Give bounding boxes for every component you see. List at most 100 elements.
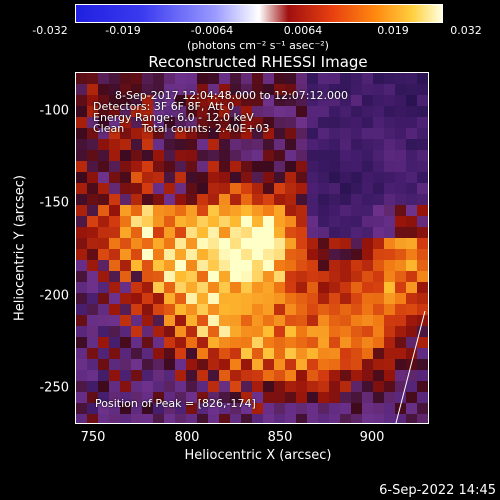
image-pixel	[340, 227, 351, 238]
image-pixel	[197, 227, 208, 238]
image-pixel	[274, 381, 285, 392]
image-pixel	[395, 271, 406, 282]
image-pixel	[197, 84, 208, 95]
image-pixel	[98, 359, 109, 370]
image-pixel	[109, 161, 120, 172]
image-pixel	[98, 183, 109, 194]
image-pixel	[406, 161, 417, 172]
image-pixel	[329, 227, 340, 238]
image-pixel	[219, 271, 230, 282]
image-pixel	[307, 150, 318, 161]
image-pixel	[417, 139, 428, 150]
image-pixel	[109, 282, 120, 293]
image-pixel	[109, 304, 120, 315]
y-axis-label: Heliocentric Y (arcsec)	[12, 175, 28, 321]
image-pixel	[142, 150, 153, 161]
y-tick: -100	[39, 103, 69, 119]
x-tick: 850	[267, 430, 293, 445]
image-pixel	[219, 392, 230, 403]
image-pixel	[175, 216, 186, 227]
image-pixel	[109, 271, 120, 282]
image-pixel	[131, 106, 142, 117]
image-pixel	[142, 271, 153, 282]
image-pixel	[208, 271, 219, 282]
image-pixel	[263, 315, 274, 326]
image-pixel	[153, 414, 164, 423]
image-pixel	[417, 172, 428, 183]
image-pixel	[340, 139, 351, 150]
image-pixel	[296, 315, 307, 326]
image-pixel	[274, 128, 285, 139]
image-pixel	[230, 238, 241, 249]
image-pixel	[417, 381, 428, 392]
image-pixel	[131, 238, 142, 249]
image-pixel	[263, 293, 274, 304]
image-pixel	[329, 73, 340, 84]
image-pixel	[362, 139, 373, 150]
image-pixel	[120, 73, 131, 84]
image-pixel	[76, 227, 87, 238]
image-pixel	[87, 304, 98, 315]
image-pixel	[219, 414, 230, 423]
image-pixel	[417, 392, 428, 403]
image-pixel	[131, 249, 142, 260]
image-pixel	[417, 150, 428, 161]
image-pixel	[384, 106, 395, 117]
image-pixel	[263, 337, 274, 348]
image-pixel	[230, 403, 241, 414]
image-pixel	[109, 183, 120, 194]
image-pixel	[186, 183, 197, 194]
image-pixel	[109, 293, 120, 304]
image-pixel	[329, 359, 340, 370]
image-pixel	[98, 271, 109, 282]
image-pixel	[417, 249, 428, 260]
image-pixel	[175, 227, 186, 238]
image-pixel	[252, 359, 263, 370]
image-pixel	[120, 403, 131, 414]
image-pixel	[197, 348, 208, 359]
image-pixel	[285, 271, 296, 282]
image-pixel	[274, 359, 285, 370]
image-pixel	[384, 271, 395, 282]
image-pixel	[296, 326, 307, 337]
peak-annotation: Position of Peak = [826,-174]	[95, 397, 256, 410]
image-pixel	[186, 359, 197, 370]
image-pixel	[142, 106, 153, 117]
image-pixel	[175, 128, 186, 139]
image-pixel	[307, 249, 318, 260]
image-pixel	[285, 414, 296, 423]
image-pixel	[219, 216, 230, 227]
image-pixel	[406, 249, 417, 260]
image-pixel	[208, 381, 219, 392]
image-pixel	[131, 293, 142, 304]
image-pixel	[340, 238, 351, 249]
image-pixel	[252, 403, 263, 414]
image-pixel	[98, 117, 109, 128]
image-pixel	[395, 161, 406, 172]
image-pixel	[252, 161, 263, 172]
image-pixel	[197, 150, 208, 161]
image-pixel	[252, 249, 263, 260]
image-pixel	[241, 194, 252, 205]
image-pixel	[164, 84, 175, 95]
image-pixel	[373, 73, 384, 84]
image-pixel	[219, 172, 230, 183]
image-pixel	[263, 128, 274, 139]
image-pixel	[395, 216, 406, 227]
y-tick: -150	[39, 195, 69, 211]
image-pixel	[164, 304, 175, 315]
image-pixel	[175, 73, 186, 84]
image-pixel	[208, 172, 219, 183]
image-pixel	[208, 403, 219, 414]
colorbar-tick: -0.0064	[190, 24, 234, 37]
image-pixel	[175, 392, 186, 403]
image-pixel	[307, 95, 318, 106]
image-pixel	[197, 271, 208, 282]
image-pixel	[340, 84, 351, 95]
image-pixel	[98, 84, 109, 95]
image-pixel	[329, 315, 340, 326]
image-pixel	[384, 293, 395, 304]
image-pixel	[351, 183, 362, 194]
image-pixel	[208, 293, 219, 304]
image-pixel	[164, 315, 175, 326]
